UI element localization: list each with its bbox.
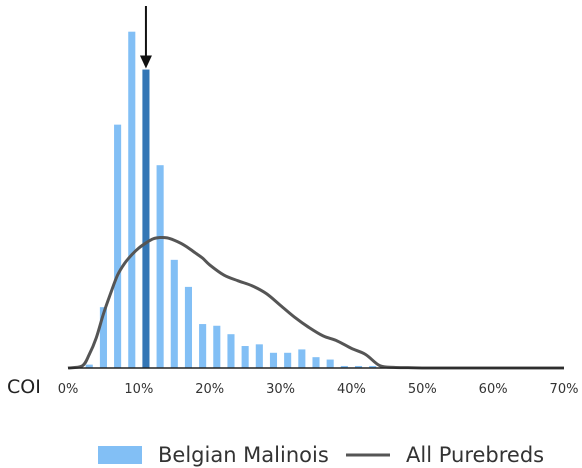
bar: [284, 352, 292, 368]
bar: [312, 357, 320, 368]
highlight-arrow-head: [139, 55, 152, 69]
bar: [269, 352, 278, 368]
bar: [184, 286, 192, 368]
bar: [241, 346, 249, 368]
bar: [340, 365, 348, 368]
highlight-arrow: [139, 6, 152, 69]
bar: [156, 165, 164, 368]
bar: [199, 324, 207, 368]
legend: Belgian Malinois All Purebreds: [98, 443, 544, 467]
bar: [298, 349, 306, 368]
x-tick-label: 50%: [408, 382, 437, 397]
bar: [213, 325, 221, 368]
bar-highlighted: [142, 69, 150, 369]
bar-series-belgian-malinois: [85, 31, 377, 369]
bar: [85, 364, 93, 368]
legend-label-all-purebreds: All Purebreds: [406, 443, 544, 467]
bar: [114, 124, 122, 368]
bar: [170, 259, 178, 368]
bar: [326, 359, 334, 368]
x-tick-label: 0%: [58, 382, 79, 397]
line-series-all-purebreds: [67, 235, 564, 370]
bar: [354, 365, 363, 368]
legend-swatch-belgian-malinois: [98, 446, 142, 464]
x-tick-label: 70%: [550, 382, 579, 397]
legend-label-belgian-malinois: Belgian Malinois: [158, 443, 329, 467]
bar: [128, 31, 136, 368]
bar: [227, 334, 235, 368]
bar: [255, 344, 263, 368]
x-tick-label: 40%: [337, 382, 366, 397]
x-tick-label: 10%: [124, 382, 153, 397]
x-tick-labels: 0% 10% 20% 30% 40% 50% 60% 70%: [58, 382, 579, 397]
x-tick-label: 20%: [195, 382, 224, 397]
bar: [369, 365, 377, 368]
x-axis-label: COI: [7, 376, 41, 398]
x-tick-label: 30%: [266, 382, 295, 397]
x-tick-label: 60%: [479, 382, 508, 397]
bar: [99, 307, 107, 368]
